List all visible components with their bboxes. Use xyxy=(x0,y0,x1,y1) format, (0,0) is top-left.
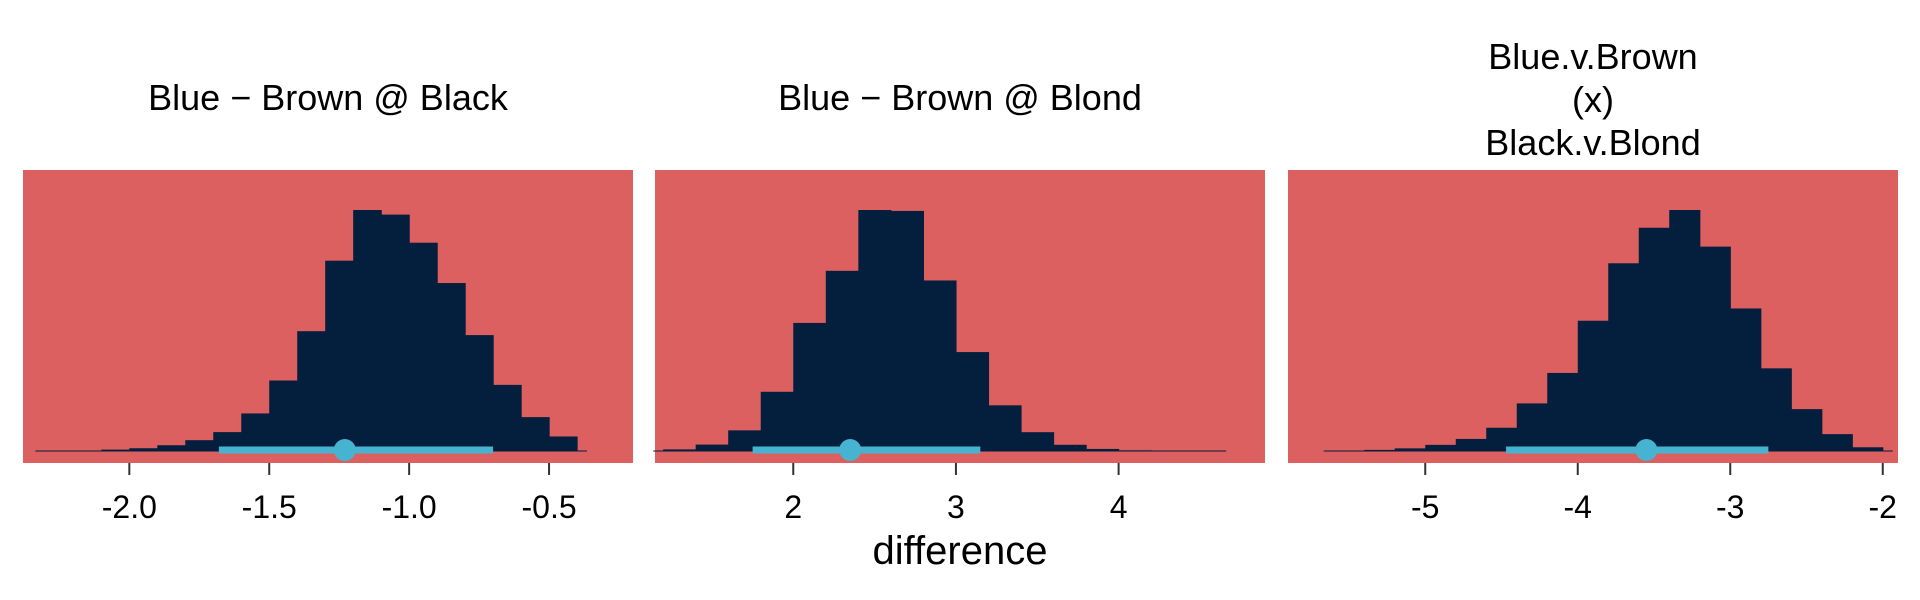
histogram-bar xyxy=(493,384,522,451)
histogram-bar xyxy=(955,352,990,451)
histogram-bar xyxy=(1021,432,1055,451)
histogram-bar xyxy=(793,322,827,451)
histogram-bar xyxy=(129,448,158,451)
histogram-bar xyxy=(269,380,298,451)
histogram-bar xyxy=(1455,438,1487,451)
panel-title: (x) xyxy=(1572,79,1614,120)
histogram-bar xyxy=(241,413,270,451)
x-axis-label: difference xyxy=(873,529,1048,573)
x-tick-label: -0.5 xyxy=(521,489,576,525)
histogram-bar xyxy=(1730,308,1762,451)
histogram-bar xyxy=(409,242,438,451)
histogram-bar xyxy=(695,444,729,451)
histogram-bar xyxy=(1547,372,1579,451)
histogram-bar xyxy=(1425,444,1457,451)
panel-1: Blue − Brown @ Black -2.0 -1.5 -1.0 -0.5 xyxy=(23,77,633,525)
histogram-bar xyxy=(213,432,242,451)
x-tick-label: -2.0 xyxy=(102,489,157,525)
histogram-bar xyxy=(465,335,494,451)
histogram-bar xyxy=(1669,210,1701,451)
panel-2: Blue − Brown @ Blond 2 3 4 xyxy=(653,77,1265,525)
x-tick-label: 3 xyxy=(947,489,965,525)
histogram-bar xyxy=(858,210,892,451)
histogram-bar xyxy=(1821,434,1853,451)
histogram-bar xyxy=(1638,227,1670,451)
histogram-bar xyxy=(101,449,130,451)
x-tick-label: 2 xyxy=(784,489,802,525)
panels: Blue − Brown @ Black-2.0 -1.5 -1.0 -0.5Blue… xyxy=(23,36,1898,525)
x-tick-label: 4 xyxy=(1110,489,1128,525)
panel-title: Blue.v.Brown xyxy=(1488,36,1697,77)
histogram-bar xyxy=(1577,320,1609,451)
point-estimate xyxy=(1635,439,1658,461)
histogram-bar xyxy=(1086,448,1120,451)
histogram-bar xyxy=(988,405,1022,451)
histogram-bar xyxy=(760,391,794,451)
histogram-bar xyxy=(381,214,410,451)
histogram-bar xyxy=(1364,449,1396,451)
panel-title: Black.v.Blond xyxy=(1485,122,1700,163)
histogram-bar xyxy=(437,283,466,451)
panel-title: Blue − Brown @ Blond xyxy=(778,77,1142,118)
histogram-bar xyxy=(185,440,214,451)
x-tick-label: -3 xyxy=(1716,489,1744,525)
histogram-bar xyxy=(1760,368,1792,451)
histogram-bar xyxy=(1394,448,1426,451)
histogram-bar xyxy=(1486,427,1518,451)
histogram-bar xyxy=(297,331,326,451)
histogram-bar xyxy=(1852,447,1884,451)
histogram-bar xyxy=(549,436,578,451)
histogram-bar xyxy=(923,280,957,451)
x-tick-label: -1.5 xyxy=(242,489,297,525)
histogram-bar xyxy=(1608,263,1640,451)
panel-title: Blue − Brown @ Black xyxy=(148,77,509,118)
histogram-bar xyxy=(1791,409,1823,451)
x-tick-label: -4 xyxy=(1564,489,1592,525)
x-tick-label: -2 xyxy=(1869,489,1897,525)
histogram-bar xyxy=(157,445,186,451)
histogram-bar xyxy=(663,449,697,451)
point-estimate xyxy=(333,439,356,461)
histogram-bar xyxy=(1053,444,1087,451)
histogram-bar xyxy=(353,210,382,451)
histogram-bar xyxy=(521,417,550,451)
histogram-bar xyxy=(825,270,859,451)
histogram-bar xyxy=(728,430,762,451)
histogram-bar xyxy=(325,260,354,451)
histogram-bar xyxy=(1118,450,1152,451)
histogram-bar xyxy=(1699,246,1731,451)
panel-3: Blue.v.Brown(x)Black.v.Blond -5 -4 -3 -2 xyxy=(1288,36,1898,525)
histogram-bar xyxy=(1516,403,1548,451)
x-tick-label: -5 xyxy=(1411,489,1439,525)
histogram-bar xyxy=(890,210,924,451)
point-estimate xyxy=(839,439,862,461)
x-tick-label: -1.0 xyxy=(382,489,437,525)
